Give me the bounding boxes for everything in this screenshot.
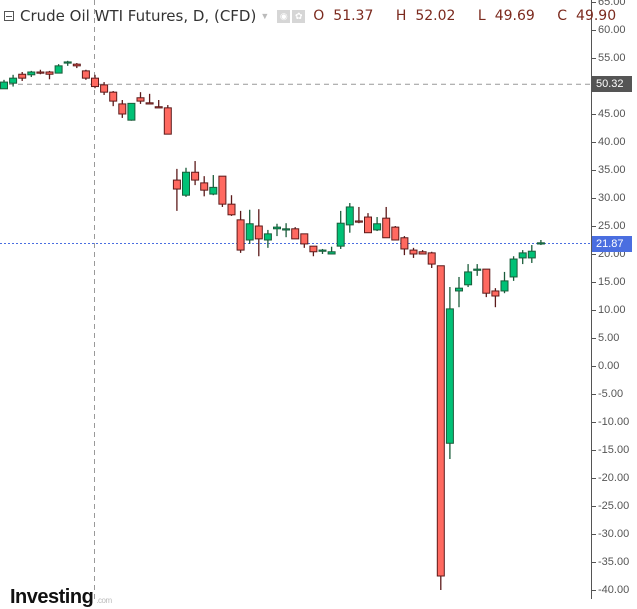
axis-tick	[592, 58, 596, 59]
low-label: L	[477, 8, 486, 24]
axis-tick	[592, 114, 596, 115]
axis-tick-label: -20.00	[598, 472, 630, 484]
ohlc-values: O 51.37 H 52.02 L 49.69 C 49.90	[313, 8, 634, 24]
axis-tick	[592, 198, 596, 199]
price-axis[interactable]: 65.0060.0055.0050.0045.0040.0035.0030.00…	[591, 0, 637, 599]
axis-tick	[592, 30, 596, 31]
axis-tick	[592, 338, 596, 339]
axis-tick	[592, 2, 596, 3]
axis-tick	[592, 254, 596, 255]
axis-tick	[592, 506, 596, 507]
investing-logo: Investing .com	[10, 586, 112, 609]
axis-tick-label: -25.00	[598, 500, 630, 512]
axis-tick-label: 55.00	[598, 52, 626, 64]
axis-tick	[592, 450, 596, 451]
axis-tick	[592, 282, 596, 283]
crosshair	[0, 0, 591, 599]
open-number: 51.37	[333, 8, 374, 24]
axis-tick-label: -30.00	[598, 528, 630, 540]
axis-tick-label: 65.00	[598, 0, 626, 8]
logo-text: Investing	[10, 586, 94, 608]
collapse-icon[interactable]	[4, 11, 14, 21]
axis-tick-label: 5.00	[598, 332, 620, 344]
low-number: 49.69	[494, 8, 535, 24]
close-value: C 49.90	[557, 8, 625, 24]
axis-tick	[592, 478, 596, 479]
axis-tick-label: 10.00	[598, 304, 626, 316]
candles	[0, 60, 545, 590]
axis-tick-label: 15.00	[598, 276, 626, 288]
axis-tick-label: -10.00	[598, 416, 630, 428]
axis-tick-label: -40.00	[598, 584, 630, 596]
axis-tick-label: 45.00	[598, 108, 626, 120]
axis-tick	[592, 394, 596, 395]
axis-tick-label: 25.00	[598, 220, 626, 232]
axis-tick-label: -35.00	[598, 556, 630, 568]
eye-icon[interactable]: ◉	[277, 9, 291, 23]
axis-tick	[592, 226, 596, 227]
axis-tick-label: 60.00	[598, 24, 626, 36]
axis-tick	[592, 590, 596, 591]
high-label: H	[395, 8, 407, 24]
chart-plot-area[interactable]	[0, 0, 591, 599]
axis-tick-label: 40.00	[598, 136, 626, 148]
axis-tick-label: 0.00	[598, 360, 620, 372]
axis-tick-label: -5.00	[598, 388, 624, 400]
axis-tick	[592, 534, 596, 535]
axis-tick	[592, 366, 596, 367]
open-value: O 51.37	[313, 8, 382, 24]
open-label: O	[313, 8, 325, 24]
axis-tick-label: 35.00	[598, 164, 626, 176]
axis-tick-label: 30.00	[598, 192, 626, 204]
axis-tick	[592, 170, 596, 171]
close-label: C	[557, 8, 568, 24]
axis-tick	[592, 310, 596, 311]
instrument-title[interactable]: Crude Oil WTI Futures, D, (CFD)	[20, 7, 257, 25]
axis-tick-label: -15.00	[598, 444, 630, 456]
axis-tick	[592, 142, 596, 143]
axis-tick	[592, 562, 596, 563]
crosshair-price-tag: 50.32	[592, 76, 632, 93]
close-number: 49.90	[576, 8, 617, 24]
logo-suffix: .com	[96, 596, 112, 605]
low-value: L 49.69	[478, 8, 544, 24]
last-price-tag: 21.87	[592, 235, 632, 252]
high-value: H 52.02	[396, 8, 465, 24]
gear-icon[interactable]: ✿	[292, 9, 306, 23]
caret-down-icon[interactable]: ▼	[260, 11, 270, 21]
axis-tick	[592, 422, 596, 423]
high-number: 52.02	[415, 8, 456, 24]
candlestick-plot	[0, 0, 591, 599]
